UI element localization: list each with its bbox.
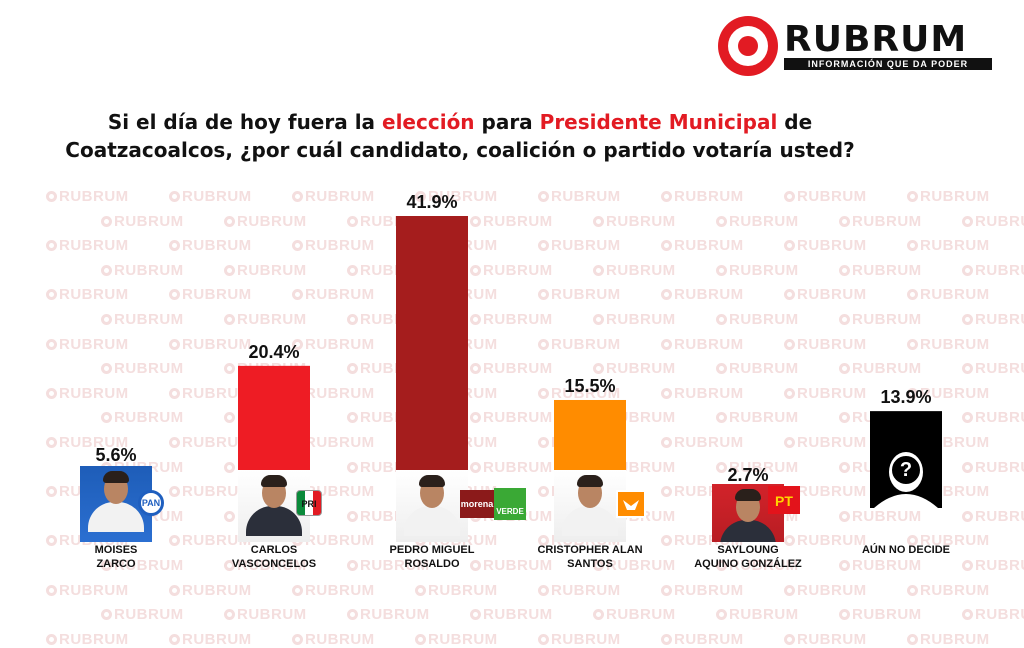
candidate-name-line1: PEDRO MIGUEL [389, 544, 475, 556]
question-mark: ? [899, 459, 913, 481]
question-highlight-election: elección [382, 110, 475, 134]
candidate-name: SAYLOUNG AQUINO GONZÁLEZ [683, 543, 813, 571]
pt-logo: PT [768, 486, 800, 514]
bar-value-label: 20.4% [248, 342, 299, 362]
logo-name: RUBRUM [784, 19, 968, 60]
survey-question: Si el día de hoy fuera la elección para … [30, 108, 890, 164]
rubrum-logo: RUBRUM INFORMACIÓN QUE DA PODER [718, 14, 994, 78]
candidate-name-line1: MOISES [94, 544, 138, 556]
candidate-name-line2: AQUINO GONZÁLEZ [694, 558, 802, 570]
candidate-name-line1: SAYLOUNG [717, 544, 779, 556]
bar-value-label: 2.7% [727, 465, 768, 485]
bar-value-label: 5.6% [95, 445, 136, 465]
question-highlight-office: Presidente Municipal [539, 110, 778, 134]
candidate-name-line1: AÚN NO DECIDE [861, 544, 950, 556]
candidate-name: CARLOS VASCONCELOS [209, 543, 339, 571]
bar-value-label: 15.5% [564, 376, 615, 396]
candidate-name: AÚN NO DECIDE [841, 543, 971, 557]
candidate-name-line1: CRISTOPHER ALAN [537, 544, 643, 556]
candidate-name: PEDRO MIGUEL ROSALDO [367, 543, 497, 571]
candidate-name-line2: ROSALDO [404, 558, 460, 570]
candidate-name-line1: CARLOS [250, 544, 298, 556]
morena-verde-logo: morena [460, 490, 494, 518]
candidate-photo [396, 470, 468, 542]
logo-ring-icon [718, 16, 778, 76]
bar-value-label: 41.9% [406, 192, 457, 212]
question-text-1: Si el día de hoy fuera la [107, 110, 383, 134]
candidate-name: MOISES ZARCO [51, 543, 181, 571]
candidate-name: CRISTOPHER ALAN SANTOS [525, 543, 655, 571]
bar-value-label: 13.9% [880, 387, 931, 407]
verde-logo: VERDE [494, 488, 526, 520]
candidate-name-line2: ZARCO [96, 558, 136, 570]
undecided-silhouette-icon [870, 446, 942, 508]
candidate-name-line2: SANTOS [567, 558, 613, 570]
bar [396, 216, 468, 508]
movimiento-ciudadano-logo [616, 490, 646, 518]
logo-tagline: INFORMACIÓN QUE DA PODER [784, 58, 992, 70]
question-text-3: de Coatzacoalcos, ¿por cuál candidato, c… [65, 110, 855, 162]
pan-logo: PAN [138, 490, 164, 516]
pri-logo: PRI [296, 490, 322, 516]
candidate-photo [554, 470, 626, 542]
question-text-2: para [474, 110, 540, 134]
candidate-name-line2: VASCONCELOS [231, 558, 317, 570]
